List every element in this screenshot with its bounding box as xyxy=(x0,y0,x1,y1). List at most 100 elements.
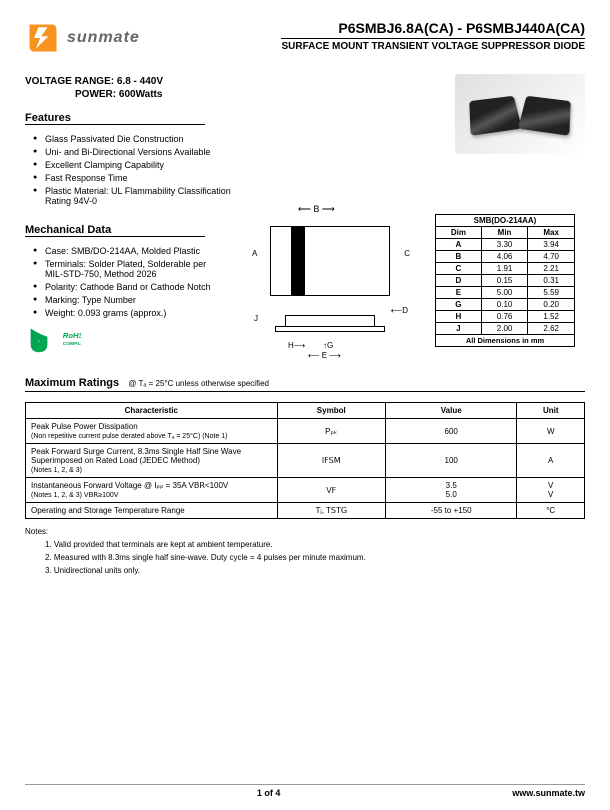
ratings-symbol: Pₚₖ xyxy=(277,419,385,444)
feature-item: Plastic Material: UL Flammability Classi… xyxy=(33,186,245,206)
dim-d-label: ⟵D xyxy=(391,306,408,315)
dim-header: Dim xyxy=(436,227,482,239)
dim-e-label: ⟵ E ⟶ xyxy=(308,351,341,360)
power-value: 600Watts xyxy=(119,89,163,100)
ratings-unit: W xyxy=(517,419,585,444)
ratings-unit: V V xyxy=(517,478,585,503)
ratings-characteristic: Peak Forward Surge Current, 8.3ms Single… xyxy=(26,444,278,478)
power-label: POWER: xyxy=(75,89,116,100)
mechanical-column: Mechanical Data Case: SMB/DO-214AA, Mold… xyxy=(25,214,225,357)
dim-cell: 5.59 xyxy=(528,287,575,299)
dim-a-label: A xyxy=(252,249,257,258)
ratings-header: Value xyxy=(385,403,516,419)
note-item: 2. Measured with 8.3ms single half sine-… xyxy=(45,553,585,562)
dim-cell: 0.15 xyxy=(481,275,528,287)
voltage-line: VOLTAGE RANGE: 6.8 - 440V xyxy=(25,76,245,87)
side-base xyxy=(275,326,385,332)
side-outline xyxy=(270,310,390,340)
ratings-table: CharacteristicSymbolValueUnit Peak Pulse… xyxy=(25,402,585,519)
ratings-header: Unit xyxy=(517,403,585,419)
ratings-row: Peak Forward Surge Current, 8.3ms Single… xyxy=(26,444,585,478)
mechanical-item: Marking: Type Number xyxy=(33,295,225,305)
dim-row: B4.064.70 xyxy=(436,251,575,263)
brand-text: sunmate xyxy=(67,29,140,47)
dim-row: A3.303.94 xyxy=(436,239,575,251)
cathode-band xyxy=(291,227,305,295)
dim-row: J2.002.62 xyxy=(436,323,575,335)
dim-cell: 2.21 xyxy=(528,263,575,275)
page-footer: 1 of 4 www.sunmate.tw xyxy=(25,784,585,798)
ratings-symbol: V𝖥 xyxy=(277,478,385,503)
dim-cell: J xyxy=(436,323,482,335)
top-section: VOLTAGE RANGE: 6.8 - 440V POWER: 600Watt… xyxy=(25,74,585,209)
right-column xyxy=(265,74,585,209)
ratings-value: 3.5 5.0 xyxy=(385,478,516,503)
ratings-value: -55 to +150 xyxy=(385,503,516,519)
dim-table-title: SMB(DO-214AA) xyxy=(436,215,575,227)
dim-header: Min xyxy=(481,227,528,239)
rohs-icon: ✓ RoHS COMPLIANT xyxy=(25,327,81,355)
dim-cell: 0.76 xyxy=(481,311,528,323)
ratings-row: Instantaneous Forward Voltage @ Iₚₚ = 35… xyxy=(26,478,585,503)
svg-text:COMPLIANT: COMPLIANT xyxy=(63,341,81,347)
dim-cell: 5.00 xyxy=(481,287,528,299)
ratings-row: Operating and Storage Temperature RangeT… xyxy=(26,503,585,519)
dim-cell: 0.10 xyxy=(481,299,528,311)
dim-j-label: J xyxy=(254,314,258,323)
logo-area: sunmate xyxy=(25,20,140,56)
dim-c-label: C xyxy=(404,249,410,258)
feature-item: Glass Passivated Die Construction xyxy=(33,134,245,144)
page-number: 1 of 4 xyxy=(257,788,281,798)
svg-text:✓: ✓ xyxy=(38,339,41,343)
features-list: Glass Passivated Die ConstructionUni- an… xyxy=(25,134,245,206)
mechanical-item: Case: SMB/DO-214AA, Molded Plastic xyxy=(33,246,225,256)
dim-row: D0.150.31 xyxy=(436,275,575,287)
dimension-table-column: SMB(DO-214AA) DimMinMax A3.303.94B4.064.… xyxy=(435,214,575,347)
part-number: P6SMBJ6.8A(CA) - P6SMBJ440A(CA) xyxy=(281,20,585,36)
dim-cell: 0.20 xyxy=(528,299,575,311)
dim-cell: 1.52 xyxy=(528,311,575,323)
mid-section: Mechanical Data Case: SMB/DO-214AA, Mold… xyxy=(25,214,585,357)
dim-cell: H xyxy=(436,311,482,323)
dim-cell: A xyxy=(436,239,482,251)
diagram-column: ⟵ B ⟶ A C ⟵D J H⟶ ↑G ⟵ E ⟶ xyxy=(240,214,420,346)
dim-cell: 2.00 xyxy=(481,323,528,335)
feature-item: Excellent Clamping Capability xyxy=(33,160,245,170)
ratings-unit: °C xyxy=(517,503,585,519)
ratings-characteristic: Operating and Storage Temperature Range xyxy=(26,503,278,519)
notes-section: Notes: 1. Valid provided that terminals … xyxy=(25,527,585,575)
max-ratings-title: Maximum Ratings @ Tₐ = 25°C unless other… xyxy=(25,377,585,392)
header: sunmate P6SMBJ6.8A(CA) - P6SMBJ440A(CA) … xyxy=(25,20,585,56)
dim-cell: 1.91 xyxy=(481,263,528,275)
footer-url: www.sunmate.tw xyxy=(512,788,585,798)
max-ratings-sub: @ Tₐ = 25°C unless otherwise specified xyxy=(128,379,269,388)
dim-row: H0.761.52 xyxy=(436,311,575,323)
dim-cell: 0.31 xyxy=(528,275,575,287)
dimension-table: SMB(DO-214AA) DimMinMax A3.303.94B4.064.… xyxy=(435,214,575,335)
dim-cell: 3.94 xyxy=(528,239,575,251)
dim-table-footer: All Dimensions in mm xyxy=(435,335,575,347)
product-image xyxy=(455,74,585,154)
package-outline xyxy=(270,226,390,296)
header-divider xyxy=(281,38,585,39)
chip-icon-1 xyxy=(469,96,522,136)
ratings-value: 600 xyxy=(385,419,516,444)
dim-header: Max xyxy=(528,227,575,239)
mechanical-item: Weight: 0.093 grams (approx.) xyxy=(33,308,225,318)
dim-row: E5.005.59 xyxy=(436,287,575,299)
dim-row: C1.912.21 xyxy=(436,263,575,275)
ratings-value: 100 xyxy=(385,444,516,478)
power-line: POWER: 600Watts xyxy=(25,89,245,100)
feature-item: Fast Response Time xyxy=(33,173,245,183)
mechanical-item: Terminals: Solder Plated, Solderable per… xyxy=(33,259,225,279)
dim-g-label: ↑G xyxy=(323,341,333,350)
package-side-view: ⟵D J H⟶ ↑G ⟵ E ⟶ xyxy=(258,304,402,346)
mechanical-title: Mechanical Data xyxy=(25,224,205,237)
header-right: P6SMBJ6.8A(CA) - P6SMBJ440A(CA) SURFACE … xyxy=(281,20,585,52)
dim-cell: 4.70 xyxy=(528,251,575,263)
ratings-symbol: I𝖥𝖲𝖬 xyxy=(277,444,385,478)
ratings-header: Characteristic xyxy=(26,403,278,419)
note-item: 3. Unidirectional units only. xyxy=(45,566,585,575)
notes-title: Notes: xyxy=(25,527,48,536)
ratings-row: Peak Pulse Power Dissipation(Non repetit… xyxy=(26,419,585,444)
